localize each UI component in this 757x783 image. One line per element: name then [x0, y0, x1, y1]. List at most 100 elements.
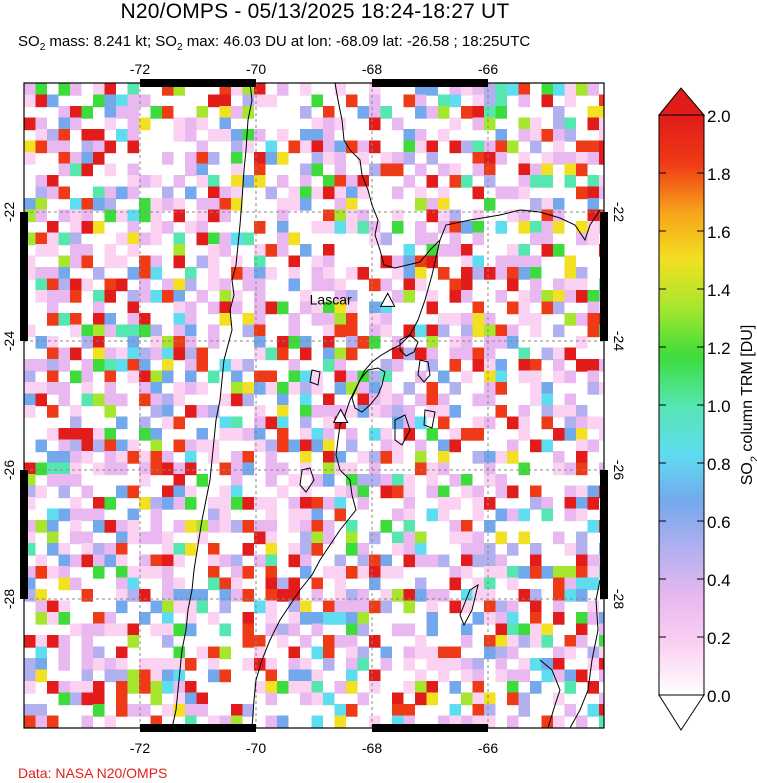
so2-pixel — [346, 370, 358, 384]
so2-pixel — [564, 681, 576, 694]
so2-pixel — [564, 566, 576, 579]
so2-pixel — [208, 152, 220, 165]
so2-pixel — [24, 405, 36, 418]
so2-pixel — [242, 623, 254, 637]
so2-pixel — [415, 669, 427, 683]
so2-pixel — [265, 520, 277, 533]
so2-pixel — [438, 646, 450, 660]
so2-pixel — [392, 416, 404, 430]
so2-pixel — [288, 324, 300, 338]
so2-pixel — [587, 370, 599, 384]
so2-pixel — [219, 589, 231, 602]
so2-pixel — [47, 278, 59, 292]
so2-pixel — [208, 278, 220, 292]
so2-pixel — [576, 715, 588, 728]
so2-pixel — [231, 589, 243, 602]
so2-pixel — [357, 543, 369, 556]
so2-pixel — [346, 347, 358, 361]
so2-pixel — [311, 508, 323, 522]
so2-pixel — [127, 244, 139, 257]
so2-pixel — [576, 566, 588, 579]
so2-pixel — [288, 186, 300, 200]
so2-pixel — [541, 439, 553, 453]
so2-pixel — [357, 646, 369, 660]
frame-bar-bottom — [140, 724, 256, 732]
so2-pixel — [58, 129, 70, 142]
so2-pixel — [415, 94, 427, 108]
so2-pixel — [518, 313, 530, 326]
so2-pixel — [472, 508, 484, 522]
so2-pixel — [415, 198, 427, 211]
so2-pixel — [415, 221, 427, 234]
so2-pixel — [369, 577, 381, 591]
so2-pixel — [185, 658, 197, 671]
so2-pixel — [300, 692, 312, 706]
so2-pixel — [219, 520, 231, 533]
so2-pixel — [415, 416, 427, 430]
so2-pixel — [242, 232, 254, 246]
so2-pixel — [380, 382, 392, 395]
so2-pixel — [139, 566, 151, 579]
so2-pixel — [150, 462, 162, 476]
so2-pixel — [530, 612, 542, 625]
so2-pixel — [346, 140, 358, 154]
so2-pixel — [196, 692, 208, 706]
so2-pixel — [104, 658, 116, 671]
so2-pixel — [346, 267, 358, 280]
so2-pixel — [426, 485, 438, 499]
so2-pixel — [392, 255, 404, 269]
so2-pixel — [196, 520, 208, 533]
so2-pixel — [334, 382, 346, 395]
so2-pixel — [162, 198, 174, 211]
so2-pixel — [173, 658, 185, 671]
so2-pixel — [127, 359, 139, 372]
so2-pixel — [185, 715, 197, 728]
so2-pixel — [426, 600, 438, 614]
so2-pixel — [472, 83, 484, 96]
so2-pixel — [495, 382, 507, 395]
so2-pixel — [449, 359, 461, 372]
so2-pixel — [162, 221, 174, 234]
so2-pixel — [288, 543, 300, 556]
so2-pixel — [426, 681, 438, 694]
so2-pixel — [541, 405, 553, 418]
so2-pixel — [403, 658, 415, 671]
so2-pixel — [81, 669, 93, 683]
so2-pixel — [311, 255, 323, 269]
so2-pixel — [219, 669, 231, 683]
so2-pixel — [461, 290, 473, 303]
so2-pixel — [81, 106, 93, 119]
so2-pixel — [162, 497, 174, 510]
so2-pixel — [242, 612, 254, 625]
so2-pixel — [81, 589, 93, 602]
so2-pixel — [472, 428, 484, 441]
so2-pixel — [518, 669, 530, 683]
so2-pixel — [162, 612, 174, 625]
so2-pixel — [334, 186, 346, 200]
so2-pixel — [415, 635, 427, 648]
so2-pixel — [231, 198, 243, 211]
so2-pixel — [265, 186, 277, 200]
so2-pixel — [426, 140, 438, 154]
so2-pixel — [323, 416, 335, 430]
so2-pixel — [242, 359, 254, 372]
so2-pixel — [461, 566, 473, 579]
so2-pixel — [461, 531, 473, 545]
so2-pixel — [300, 336, 312, 349]
so2-pixel — [438, 554, 450, 568]
so2-pixel — [530, 497, 542, 510]
so2-pixel — [58, 658, 70, 671]
so2-pixel — [346, 681, 358, 694]
so2-pixel — [139, 232, 151, 246]
so2-pixel — [58, 267, 70, 280]
so2-pixel — [231, 566, 243, 579]
so2-pixel — [461, 428, 473, 441]
so2-pixel — [242, 267, 254, 280]
so2-pixel — [530, 623, 542, 637]
so2-pixel — [127, 175, 139, 188]
so2-pixel — [576, 140, 588, 154]
so2-pixel — [449, 566, 461, 579]
so2-pixel — [380, 324, 392, 338]
so2-pixel — [288, 600, 300, 614]
